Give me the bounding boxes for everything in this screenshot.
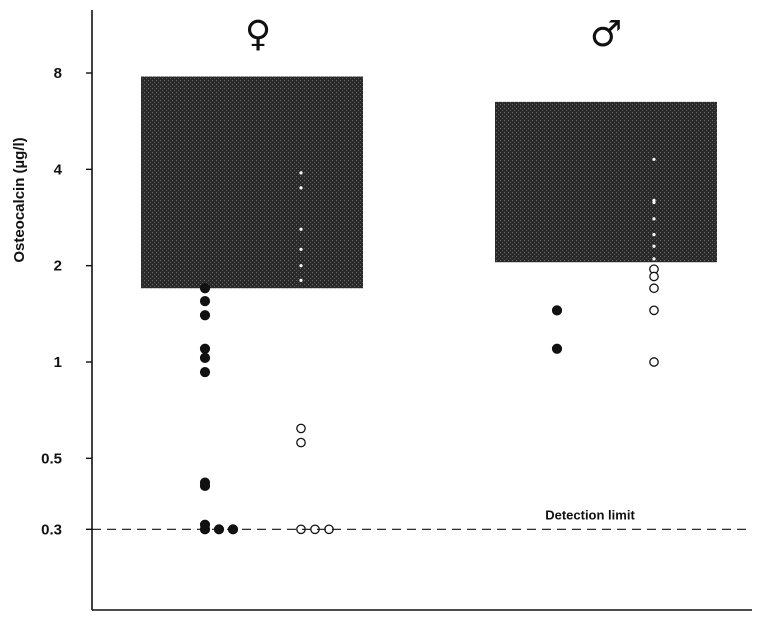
open-point	[299, 186, 303, 190]
open-point	[299, 227, 303, 231]
y-tick-label: 0.3	[41, 521, 62, 538]
range-boxes	[141, 76, 717, 289]
open-point	[324, 524, 334, 535]
open-point	[649, 283, 659, 294]
filled-point	[199, 366, 211, 378]
y-tick-label: 1	[54, 354, 62, 371]
filled-point	[199, 480, 211, 492]
open-point	[296, 423, 306, 434]
y-axis: 0.3 0.5 1 2 4 8	[41, 10, 752, 611]
open-point	[299, 264, 303, 268]
filled-point	[199, 310, 211, 321]
filled-point	[551, 305, 563, 316]
detection-limit-line: Detection limit	[92, 507, 752, 530]
open-point	[652, 200, 656, 205]
female-symbol-icon: ♀	[245, 14, 271, 55]
open-point	[652, 233, 656, 237]
open-point	[649, 357, 659, 367]
open-point	[652, 244, 656, 248]
open-point	[299, 278, 303, 282]
range-box-1	[141, 76, 363, 289]
filled-point	[551, 343, 563, 354]
filled-point	[199, 352, 211, 363]
open-point	[652, 217, 656, 221]
data-points	[199, 157, 659, 535]
male-symbol-icon: ♂	[590, 14, 622, 55]
open-point	[652, 198, 656, 202]
y-tick-label: 2	[54, 258, 62, 275]
y-tick-label: 4	[54, 161, 63, 178]
y-tick-label: 0.5	[41, 450, 62, 467]
filled-point	[199, 283, 211, 294]
open-point	[296, 437, 306, 448]
open-point	[649, 271, 659, 282]
filled-point	[199, 343, 211, 354]
detection-limit-label: Detection limit	[545, 507, 635, 522]
range-box-2	[495, 101, 717, 263]
open-point	[299, 171, 303, 175]
open-point	[652, 157, 656, 161]
y-axis-title: Osteocalcin (µg/l)	[11, 137, 28, 262]
y-tick-label: 8	[54, 65, 62, 82]
filled-point	[199, 295, 211, 307]
open-point	[652, 257, 656, 261]
open-point	[299, 247, 303, 251]
open-point	[649, 305, 659, 316]
group-symbols: ♀ ♂	[245, 14, 622, 55]
